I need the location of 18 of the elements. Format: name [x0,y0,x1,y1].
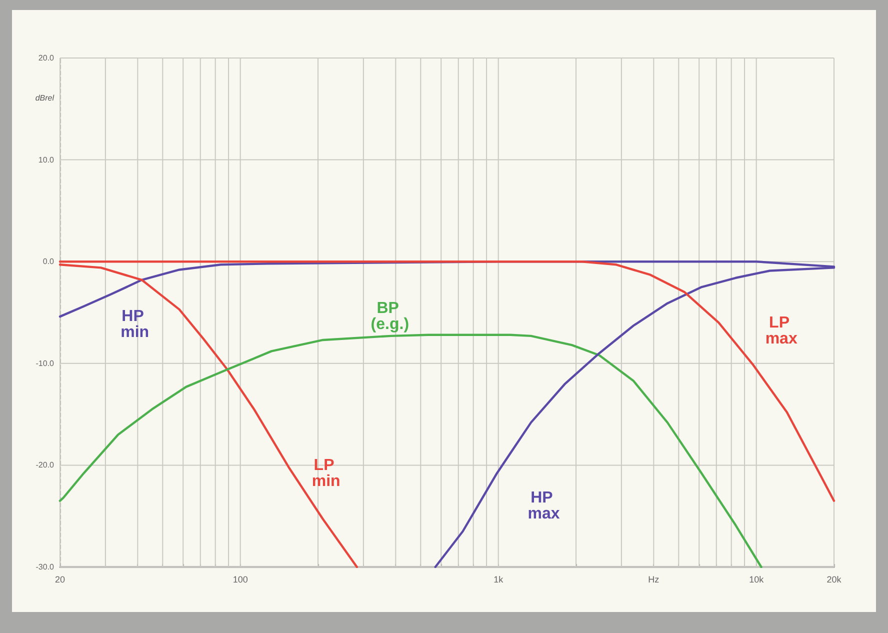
x-tick-label: 20 [54,574,66,584]
x-tick-label: 1k [494,574,504,584]
x-tick-label: 100 [232,574,248,584]
series-label: BP (e.g.) [370,300,410,334]
x-tick-label: 20k [826,574,842,584]
y-tick-label: 10.0 [38,155,55,164]
text: HP max [528,489,560,522]
x-tick-label: 10k [749,574,764,584]
series-label: HP min [120,308,150,342]
y-tick-label: -20.0 [36,460,55,470]
y-tick-label: 20.0 [38,54,55,62]
y-tick-label: -30.0 [36,562,55,572]
y-tick-label: 0.0 [42,257,55,266]
x-tick-label: Hz [648,574,660,584]
series-label: LP max [765,314,798,348]
y-axis-title: dBrel [35,94,54,102]
y-tick-label: -10.0 [36,358,55,368]
series-label: LP min [312,456,340,490]
